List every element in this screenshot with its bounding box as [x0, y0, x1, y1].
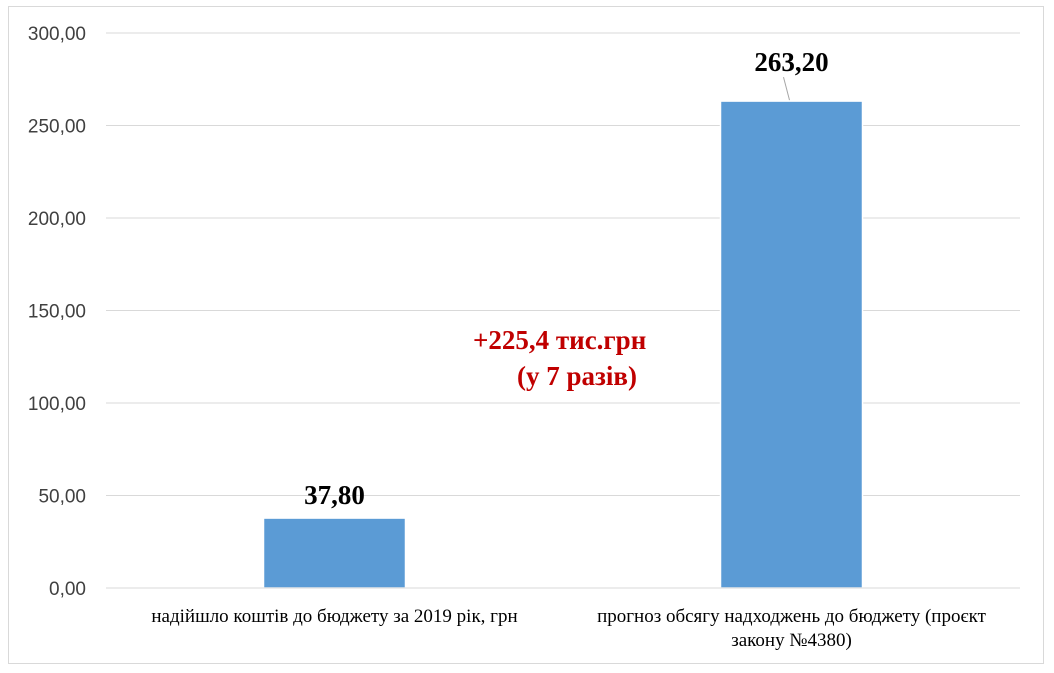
annotation-line-1: +225,4 тис.грн: [473, 325, 646, 355]
data-labels: 37,80 263,20: [304, 47, 829, 510]
x-axis: надійшло коштів до бюджету за 2019 рік, …: [106, 587, 1020, 651]
y-tick-label: 50,00: [38, 487, 86, 508]
annotation-line-2: (у 7 разів): [517, 361, 637, 391]
y-tick-label: 0,00: [49, 579, 86, 600]
leader-line: [783, 76, 790, 101]
x-category-label: прогноз обсягу надходжень до бюджету (пр…: [597, 606, 987, 627]
x-category-label: надійшло коштів до бюджету за 2019 рік, …: [151, 606, 517, 627]
y-tick-label: 250,00: [28, 117, 86, 138]
difference-annotation: +225,4 тис.грн (у 7 разів): [473, 325, 653, 391]
y-tick-label: 200,00: [28, 209, 86, 230]
y-axis: 0,00 50,00 100,00 150,00 200,00 250,00 300,00: [28, 24, 86, 600]
data-label: 263,20: [754, 47, 828, 77]
chart-frame: [8, 6, 1044, 664]
x-category-label: закону №4380): [731, 630, 852, 651]
y-tick-label: 150,00: [28, 302, 86, 323]
bar: [719, 100, 864, 589]
y-tick-label: 300,00: [28, 24, 86, 45]
bars: [262, 100, 864, 589]
bar: [262, 517, 407, 589]
data-label: 37,80: [304, 480, 365, 510]
gridlines: [106, 32, 1020, 589]
y-tick-label: 100,00: [28, 394, 86, 415]
